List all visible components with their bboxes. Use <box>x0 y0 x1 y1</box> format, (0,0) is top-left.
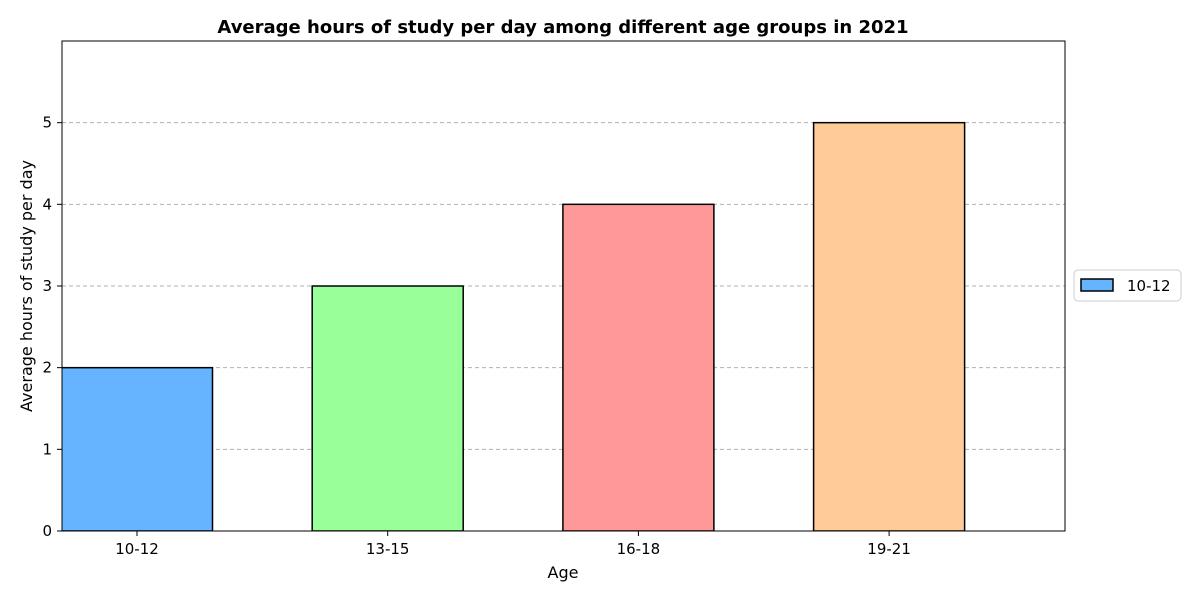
legend: 10-12 <box>1073 269 1182 302</box>
y-tick-label: 1 <box>42 440 52 458</box>
bar-16-18 <box>562 203 715 531</box>
bar-13-15 <box>311 285 464 531</box>
bar-19-21 <box>812 121 966 531</box>
y-tick-label: 3 <box>42 277 52 295</box>
legend-entry-label: 10-12 <box>1127 277 1171 295</box>
x-axis-label: Age <box>548 563 579 582</box>
x-tick-label: 19-21 <box>867 540 911 558</box>
x-tick-label: 16-18 <box>617 540 661 558</box>
bars <box>62 121 966 531</box>
legend-swatch <box>1080 278 1114 292</box>
x-tick-label: 10-12 <box>115 540 159 558</box>
legend-box <box>1073 269 1182 302</box>
bar-10-12 <box>62 366 214 531</box>
x-axis-ticks: 10-12 13-15 16-18 19-21 <box>115 531 911 558</box>
y-tick-label: 4 <box>42 195 52 213</box>
y-tick-label: 5 <box>42 114 52 132</box>
y-axis-label: Average hours of study per day <box>17 160 36 412</box>
y-tick-label: 2 <box>42 359 52 377</box>
x-tick-label: 13-15 <box>366 540 410 558</box>
y-tick-label: 0 <box>42 522 52 540</box>
y-axis-ticks: 0 1 2 3 4 5 <box>42 114 62 540</box>
chart-title: Average hours of study per day among dif… <box>217 17 908 38</box>
